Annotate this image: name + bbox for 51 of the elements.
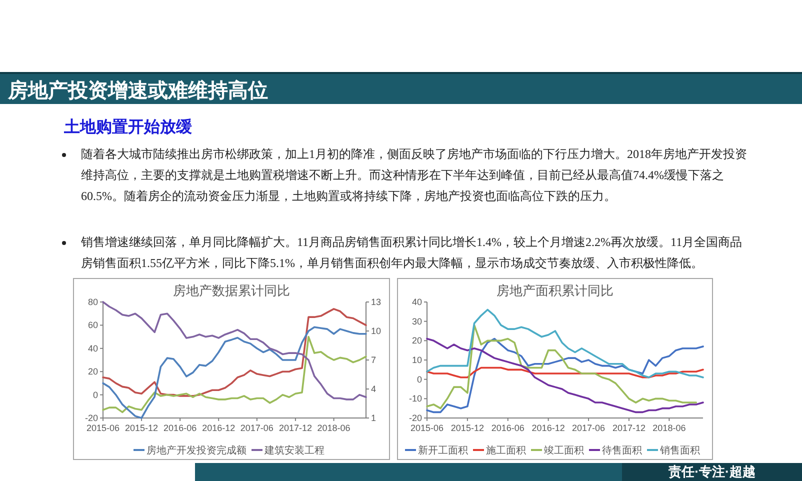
chart-title: 房地产面积累计同比 xyxy=(496,283,614,298)
y2-tick-label: 13 xyxy=(371,297,382,307)
x-tick-label: 2017-06 xyxy=(572,423,606,433)
legend-label: 建筑安装工程 xyxy=(264,444,324,456)
y-tick-label: 30 xyxy=(412,316,422,326)
text: 随着各大城市陆续推出房市松绑政策，加上1月初的降准，侧面反映了房地产市场面临的下行压力增大。2018年房地产开发投资维持高位，主要的支撑就是土地购置税增速不断上升。而这种情形在下半年达到峰值，目前已经从最高值74.4%缓慢下落之60.5%。随着房企的流动资金压力渐显，土地购置或将持续下降，房地产投资也面临高位下跌的压力。 xyxy=(81,146,748,205)
line-series xyxy=(426,366,704,378)
x-tick-label: 2017-06 xyxy=(240,423,274,433)
line-series xyxy=(426,338,704,414)
y2-tick-label: 7 xyxy=(371,355,376,365)
y-tick-label: 20 xyxy=(88,366,98,377)
x-tick-label: 2018-06 xyxy=(652,423,686,433)
text: 责任·专注·超越 xyxy=(622,463,802,481)
y-tick-label: -20 xyxy=(84,413,98,423)
y-tick-label: -20 xyxy=(408,413,422,423)
legend-label: 销售面积 xyxy=(659,444,700,456)
y-tick-label: 80 xyxy=(88,297,98,307)
y-tick-label: 60 xyxy=(88,320,98,330)
y-tick-label: 10 xyxy=(412,355,422,365)
text: 房地产投资增速或难维持高位 xyxy=(8,78,268,104)
line-series xyxy=(426,308,704,378)
text: 销售增速继续回落，单月同比降幅扩大。11月商品房销售面积累计同比增长1.4%，较上个月增速2.2%再次放缓。11月全国商品房销售面积1.55亿平方米，同比下降5.1%，单月销售面积创年内最大降幅，显示市场成交节奏放缓、入市积极性降低。 xyxy=(81,234,744,272)
x-tick-label: 2016-06 xyxy=(164,423,197,433)
line-series xyxy=(426,324,698,410)
x-tick-label: 2017-12 xyxy=(278,423,312,433)
x-tick-label: 2018-06 xyxy=(317,423,350,433)
y-tick-label: 20 xyxy=(412,336,422,346)
text: 土地购置开始放缓 xyxy=(64,118,192,138)
x-tick-label: 2016-12 xyxy=(202,423,236,433)
legend-label: 新开工面积 xyxy=(418,444,468,456)
x-tick-label: 2016-06 xyxy=(491,423,524,433)
x-tick-label: 2015-06 xyxy=(410,423,444,433)
chart-title: 房地产数据累计同比 xyxy=(173,283,290,298)
x-tick-label: 2016-12 xyxy=(532,423,565,433)
y2-tick-label: 1 xyxy=(371,413,376,423)
y-tick-label: -10 xyxy=(408,394,422,404)
legend-label: 施工面积 xyxy=(486,444,526,456)
legend-label: 待售面积 xyxy=(602,444,642,456)
line-series xyxy=(102,336,367,414)
y-tick-label: 40 xyxy=(88,343,98,354)
y-tick-label: 0 xyxy=(92,390,98,400)
x-tick-label: 2017-12 xyxy=(612,423,646,433)
legend-label: 房地产开发投资完成额 xyxy=(146,444,246,456)
y-tick-label: 40 xyxy=(412,297,422,307)
x-tick-label: 2015-12 xyxy=(125,423,158,433)
y2-tick-label: 4 xyxy=(371,384,376,394)
y2-tick-label: 10 xyxy=(371,326,382,336)
x-tick-label: 2015-12 xyxy=(450,423,484,433)
y-tick-label: 0 xyxy=(416,374,422,384)
x-tick-label: 2015-06 xyxy=(86,423,120,433)
legend-label: 竣工面积 xyxy=(544,444,584,456)
